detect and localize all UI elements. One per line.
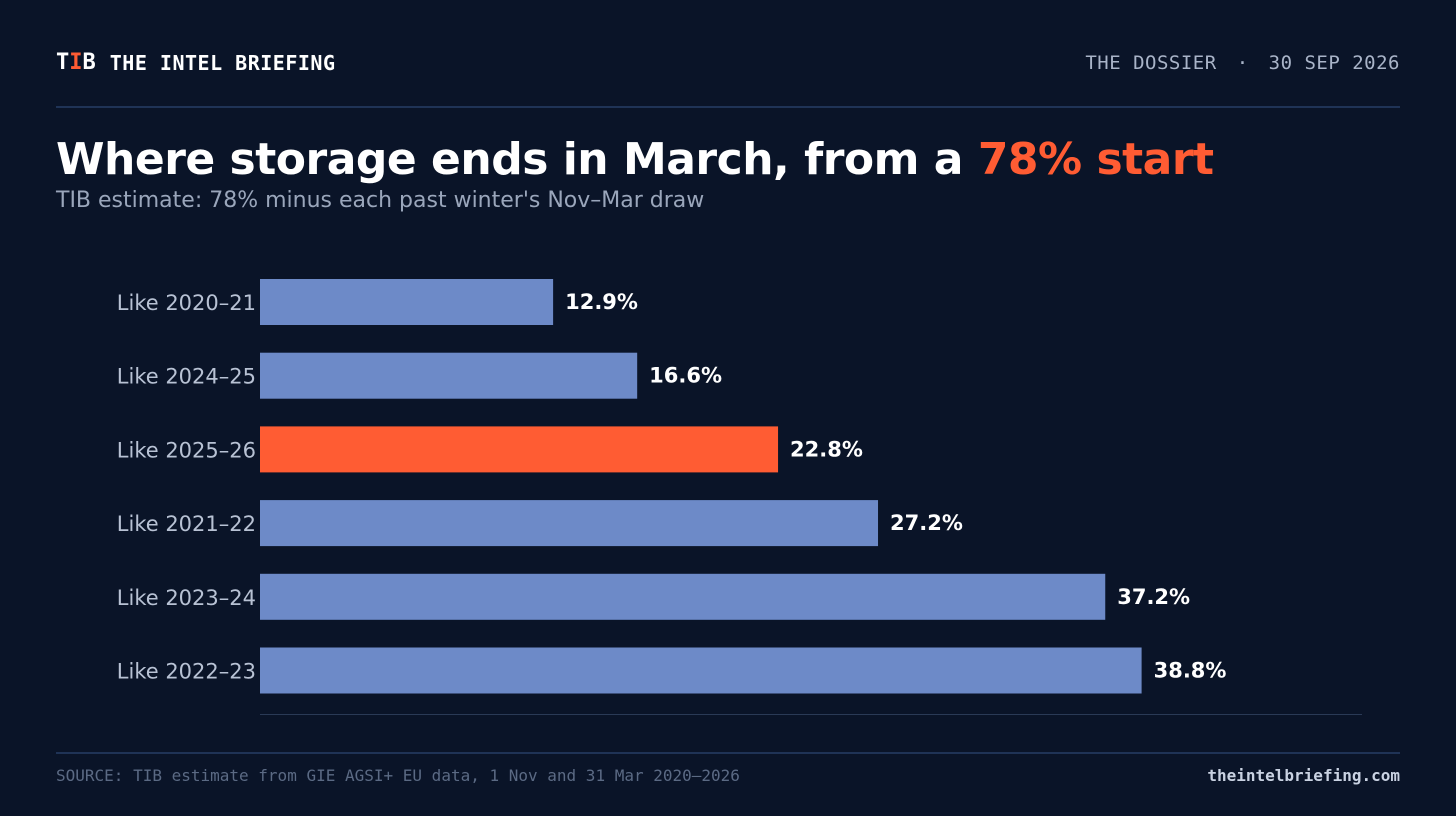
value-label: 22.8% xyxy=(790,437,863,461)
value-label: 16.6% xyxy=(649,364,722,388)
footer: SOURCE: TIB estimate from GIE AGSI+ EU d… xyxy=(56,766,1400,790)
chart-title-highlight: 78% start xyxy=(977,134,1214,185)
category-label: Like 2023–24 xyxy=(117,586,256,610)
brand[interactable]: TIB THE INTEL BRIEFING xyxy=(56,46,336,80)
chart-title-main: Where storage ends in March, from a xyxy=(56,134,978,185)
bar xyxy=(260,573,1106,620)
value-label: 37.2% xyxy=(1117,585,1190,609)
logo-letter: T xyxy=(56,50,70,75)
value-label: 12.9% xyxy=(565,290,638,314)
category-label: Like 2024–25 xyxy=(117,365,256,389)
value-label: 38.8% xyxy=(1154,659,1227,683)
category-label: Like 2022–23 xyxy=(117,660,256,684)
publish-date: 30 SEP 2026 xyxy=(1268,52,1400,74)
category-label: Like 2021–22 xyxy=(117,512,256,536)
logo-letter-accent: I xyxy=(69,50,83,75)
header-divider xyxy=(56,106,1400,108)
source-note: SOURCE: TIB estimate from GIE AGSI+ EU d… xyxy=(56,766,740,785)
bar-highlight xyxy=(260,426,779,473)
chart-title: Where storage ends in March, from a 78% … xyxy=(56,134,1214,185)
header: TIB THE INTEL BRIEFING THE DOSSIER · 30 … xyxy=(56,46,1400,80)
footer-divider xyxy=(56,752,1400,754)
brand-name: THE INTEL BRIEFING xyxy=(109,51,336,75)
section-label: THE DOSSIER xyxy=(1085,52,1217,74)
logo: TIB xyxy=(56,52,96,74)
header-meta: THE DOSSIER · 30 SEP 2026 xyxy=(1085,46,1400,80)
chart-subtitle: TIB estimate: 78% minus each past winter… xyxy=(56,188,705,213)
category-label: Like 2020–21 xyxy=(117,291,256,315)
bar xyxy=(260,647,1142,694)
value-label: 27.2% xyxy=(890,511,963,535)
site-link[interactable]: theintelbriefing.com xyxy=(1207,766,1400,785)
category-label: Like 2025–26 xyxy=(117,438,256,462)
separator-dot: · xyxy=(1236,52,1249,74)
logo-letter: B xyxy=(82,50,96,75)
bar xyxy=(260,500,879,547)
bar xyxy=(260,279,554,325)
bar xyxy=(260,352,638,399)
